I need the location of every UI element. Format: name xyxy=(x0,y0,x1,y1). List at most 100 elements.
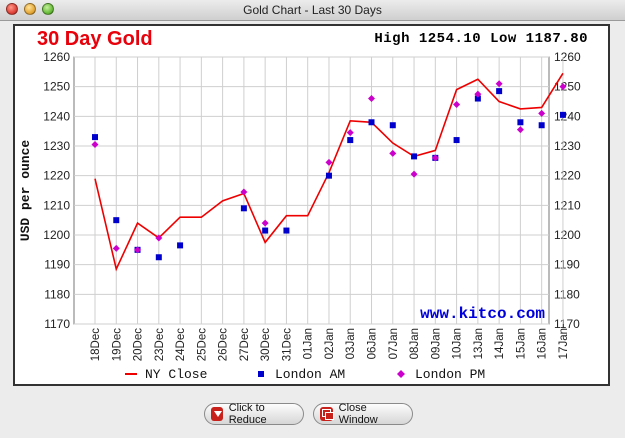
close-window-label: Close Window xyxy=(338,402,378,426)
london-am-point xyxy=(177,242,184,249)
y-tick-label-right: 1200 xyxy=(554,228,581,242)
close-window-button[interactable]: Close Window xyxy=(313,402,413,426)
y-tick-label-left: 1200 xyxy=(43,228,70,242)
y-axis-label: USD per ounce xyxy=(18,140,33,242)
london-am-point xyxy=(559,111,566,118)
plot-area xyxy=(73,56,550,325)
y-tick-label-left: 1180 xyxy=(44,287,70,301)
x-tick-label: 06Jan xyxy=(367,328,379,359)
x-tick-label: 31Dec xyxy=(281,328,293,361)
x-tick-label: 20Dec xyxy=(133,328,145,361)
y-tick-label-right: 1190 xyxy=(554,258,580,272)
legend-swatch-london-am xyxy=(258,371,264,377)
london-pm-point xyxy=(261,219,269,227)
london-pm-point xyxy=(474,90,482,98)
london-pm-point xyxy=(346,129,354,137)
title-bar: Gold Chart - Last 30 Days xyxy=(0,0,625,21)
london-am-point xyxy=(240,205,247,212)
x-tick-label: 30Dec xyxy=(260,328,272,361)
x-tick-label: 02Jan xyxy=(324,328,336,359)
london-pm-point xyxy=(91,141,99,149)
london-pm-point xyxy=(112,244,120,252)
london-am-point xyxy=(453,137,460,144)
london-pm-point xyxy=(453,100,461,108)
x-tick-label: 01Jan xyxy=(303,328,315,359)
y-tick-label-right: 1180 xyxy=(554,287,580,301)
london-pm-point xyxy=(495,80,503,88)
y-tick-label-right: 1220 xyxy=(554,169,581,183)
x-tick-label: 03Jan xyxy=(345,328,357,359)
x-tick-label: 18Dec xyxy=(90,328,102,361)
london-am-point xyxy=(262,227,269,234)
london-am-point xyxy=(474,95,481,102)
y-tick-label-right: 1210 xyxy=(554,198,581,212)
y-tick-label-left: 1210 xyxy=(43,198,70,212)
y-tick-label-left: 1240 xyxy=(43,109,70,123)
london-am-point xyxy=(411,153,418,160)
x-tick-label: 08Jan xyxy=(409,328,421,359)
y-tick-label-left: 1230 xyxy=(43,139,70,153)
gold-price-chart: 1170 1170 1180 1180 1190 1190 1200 1200 1210 1210… xyxy=(18,50,581,382)
london-am-point xyxy=(325,172,332,179)
legend-label: NY Close xyxy=(145,367,207,382)
kitco-watermark: www.kitco.com xyxy=(420,305,545,323)
london-am-point xyxy=(347,137,354,144)
chart-panel: 30 Day Gold High 1254.10 Low 1187.80 117… xyxy=(13,24,610,386)
london-pm-point xyxy=(389,149,397,157)
y-tick-label-right: 1170 xyxy=(554,317,580,331)
window-title: Gold Chart - Last 30 Days xyxy=(243,3,382,17)
minimize-window-dot-icon[interactable] xyxy=(24,3,36,15)
zoom-window-dot-icon[interactable] xyxy=(42,3,54,15)
london-am-point xyxy=(92,134,98,141)
x-tick-label: 07Jan xyxy=(388,328,400,359)
london-pm-point xyxy=(431,154,439,162)
x-tick-label: 15Jan xyxy=(515,328,527,359)
y-tick-label-left: 1250 xyxy=(43,80,70,94)
close-window-dot-icon[interactable] xyxy=(6,3,18,15)
click-to-reduce-label: Click to Reduce xyxy=(228,402,267,426)
london-am-point xyxy=(517,119,524,126)
y-tick-label-right: 1230 xyxy=(554,139,581,153)
london-pm-point xyxy=(325,158,333,166)
y-tick-label-left: 1260 xyxy=(43,50,70,64)
london-am-point xyxy=(283,227,290,234)
x-tick-label: 23Dec xyxy=(154,328,166,361)
y-tick-label-left: 1170 xyxy=(44,317,70,331)
london-pm-point xyxy=(155,234,163,242)
x-tick-label: 16Jan xyxy=(537,328,549,359)
y-tick-label-right: 1250 xyxy=(554,80,581,94)
y-tick-label-right: 1260 xyxy=(554,50,581,64)
x-tick-label: 24Dec xyxy=(175,328,187,361)
london-am-point xyxy=(155,254,162,261)
london-pm-point xyxy=(134,246,142,254)
london-pm-point xyxy=(240,188,248,196)
london-am-point xyxy=(389,122,396,129)
chart-title: 30 Day Gold xyxy=(37,28,153,50)
london-pm-point xyxy=(559,83,567,91)
london-am-point xyxy=(538,122,545,129)
legend-label: London AM xyxy=(275,367,345,382)
legend-swatch-london-pm xyxy=(397,370,405,378)
x-tick-label: 09Jan xyxy=(430,328,442,359)
click-to-reduce-button[interactable]: Click to Reduce xyxy=(204,402,304,426)
legend-label: London PM xyxy=(415,367,485,382)
x-tick-label: 14Jan xyxy=(494,328,506,359)
y-tick-label-left: 1220 xyxy=(43,169,70,183)
london-am-point xyxy=(496,88,503,95)
london-pm-point xyxy=(410,170,418,178)
x-tick-label: 17Jan xyxy=(558,328,570,359)
x-tick-label: 19Dec xyxy=(111,328,123,361)
london-am-point xyxy=(368,119,375,126)
y-tick-label-right: 1240 xyxy=(554,109,581,123)
arrow-down-icon xyxy=(211,407,223,421)
windows-icon xyxy=(320,407,334,421)
london-pm-point xyxy=(538,109,546,117)
x-tick-label: 10Jan xyxy=(452,328,464,359)
x-tick-label: 26Dec xyxy=(218,328,230,361)
x-tick-label: 13Jan xyxy=(473,328,485,359)
london-pm-point xyxy=(516,126,524,134)
y-tick-label-left: 1190 xyxy=(44,258,70,272)
x-tick-label: 25Dec xyxy=(196,328,208,361)
high-low-readout: High 1254.10 Low 1187.80 xyxy=(374,31,588,47)
